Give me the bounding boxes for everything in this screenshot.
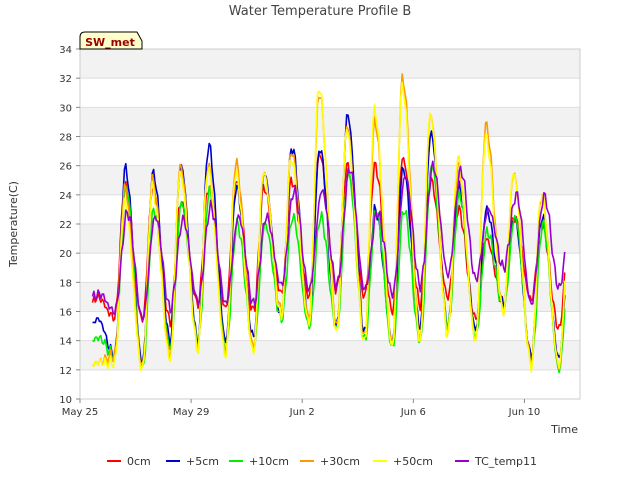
- y-tick-label: 20: [59, 249, 72, 260]
- y-axis-ticks: 10 12 14 16 18 20 22 24 26 28 30 32 34: [59, 45, 80, 406]
- series-line-tctemp11: [91, 160, 566, 322]
- grid-band: [80, 165, 580, 195]
- plot-bands: [80, 48, 580, 400]
- annotation-tag: [79, 31, 143, 50]
- legend-label-30cm: +30cm: [320, 455, 360, 468]
- legend-label-0cm: 0cm: [127, 455, 151, 468]
- x-tick-label: Jun 6: [400, 407, 426, 418]
- chart-title: Water Temperature Profile B: [229, 4, 412, 19]
- y-axis-label: Temperature(C): [7, 181, 20, 268]
- y-tick-label: 12: [59, 366, 72, 377]
- y-tick-label: 26: [59, 162, 72, 173]
- y-tick-label: 14: [59, 337, 72, 348]
- x-axis-ticks: May 25 May 29 Jun 2 Jun 6 Jun 10: [62, 399, 540, 418]
- grid-band: [80, 340, 580, 370]
- y-tick-label: 32: [59, 74, 72, 85]
- series-lines: [91, 73, 566, 374]
- y-tick-label: 16: [59, 308, 72, 319]
- legend-label-10cm: +10cm: [249, 455, 289, 468]
- legend-label-50cm: +50cm: [393, 455, 433, 468]
- x-tick-label: Jun 2: [289, 407, 315, 418]
- y-tick-label: 24: [59, 191, 72, 202]
- grid-band: [80, 49, 580, 79]
- legend: 0cm +5cm +10cm +30cm +50cm TC_temp11: [107, 455, 537, 468]
- x-tick-label: May 25: [62, 407, 99, 418]
- legend-label-5cm: +5cm: [186, 455, 219, 468]
- y-tick-label: 30: [59, 103, 72, 114]
- legend-label-tctemp11: TC_temp11: [474, 455, 537, 468]
- y-tick-label: 10: [59, 395, 72, 406]
- y-tick-label: 34: [59, 45, 72, 56]
- annotation-box: SW_met: [79, 31, 143, 50]
- annotation-label: SW_met: [85, 36, 135, 49]
- y-tick-label: 28: [59, 133, 72, 144]
- x-tick-label: Jun 10: [508, 407, 541, 418]
- y-tick-label: 18: [59, 278, 72, 289]
- x-axis-label: Time: [550, 423, 578, 436]
- x-tick-label: May 29: [173, 407, 210, 418]
- grid-band: [80, 107, 580, 137]
- y-tick-label: 22: [59, 220, 72, 231]
